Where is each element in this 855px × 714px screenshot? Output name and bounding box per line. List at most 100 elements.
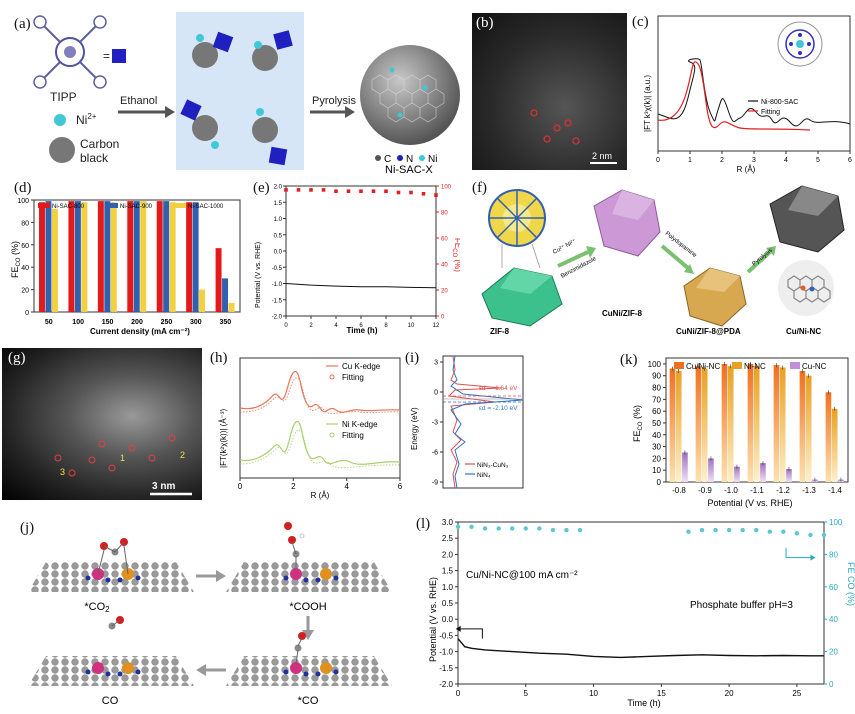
d-bar bbox=[215, 248, 222, 312]
e-ytick-left: 0.5 bbox=[274, 233, 283, 239]
svg-text:Cu/Ni-NC: Cu/Ni-NC bbox=[786, 327, 821, 336]
d-ytick-label: 80 bbox=[21, 220, 29, 227]
k-bar bbox=[701, 368, 708, 482]
panel-label-c: (c) bbox=[632, 14, 649, 30]
svg-text:N: N bbox=[406, 154, 413, 165]
ni-ion-icon bbox=[54, 114, 66, 126]
i-yticks: 3 0 -3 -6 -9 bbox=[432, 360, 443, 487]
e-ytick-left: -0.5 bbox=[272, 266, 283, 272]
svg-text:εd = -2.10 eV: εd = -2.10 eV bbox=[479, 405, 518, 412]
e-xtick: 6 bbox=[359, 323, 363, 329]
e-fe-point bbox=[309, 188, 313, 192]
c-xlabel: R (Å) bbox=[737, 165, 756, 174]
ni-n4-structure-inset bbox=[777, 21, 823, 67]
panel-label-k: (k) bbox=[620, 352, 638, 368]
l-fe-point bbox=[510, 526, 515, 531]
e-ytick-right: 40 bbox=[441, 263, 448, 269]
d-bar-chart: FECO (%) Current density (mA cm⁻²) 0 20 40… bbox=[10, 198, 241, 336]
ni-sac-x-label: Ni-SAC-X bbox=[385, 164, 433, 175]
k-ytick-label: 10 bbox=[652, 466, 661, 475]
svg-text:NiN₄: NiN₄ bbox=[477, 472, 491, 479]
d-bar bbox=[127, 201, 134, 312]
l-ytick-right: 100 bbox=[829, 518, 843, 527]
d-bar bbox=[74, 201, 81, 312]
e-ytick-right: 0 bbox=[441, 315, 445, 321]
k-ytick-label: 50 bbox=[652, 419, 661, 428]
svg-text:1: 1 bbox=[120, 453, 125, 463]
d-ytick-label: 100 bbox=[17, 198, 29, 205]
svg-text:2: 2 bbox=[180, 450, 185, 460]
k-bar-chart: FECO (%) Potential (V vs. RHE) 0 10 20 30 40… bbox=[632, 357, 849, 508]
l-buffer-note: Phosphate buffer pH=3 bbox=[690, 600, 793, 611]
e-stability-chart: Potential (V vs. RHE) FECO (%) Time (h) … bbox=[255, 185, 462, 336]
k-xtick-label: -1.2 bbox=[776, 486, 790, 495]
panel-d: (d) FECO (%) Current density (mA cm⁻²) 0… bbox=[0, 178, 250, 336]
k-legend-label: Cu/Ni-NC bbox=[686, 362, 720, 371]
e-xtick: 12 bbox=[433, 323, 440, 329]
mixture-particles bbox=[180, 30, 293, 166]
d-bar bbox=[45, 201, 52, 312]
k-ylabel: FECO (%) bbox=[632, 405, 644, 442]
l-xtick: 25 bbox=[792, 689, 801, 698]
l-ytick-left: 1.5 bbox=[442, 567, 454, 576]
l-fe-point bbox=[821, 532, 827, 538]
panel-h: (h) |FT(k²χ(k))| (Å⁻³) 0 2 4 6 R (Å) Cu K-e… bbox=[210, 350, 403, 500]
i-dos-nin4 bbox=[450, 355, 524, 489]
e-ytick-left: 0.0 bbox=[274, 250, 283, 256]
l-ytick-left: 3.0 bbox=[442, 518, 454, 527]
l-xtick: 20 bbox=[725, 689, 734, 698]
e-fe-point bbox=[396, 190, 401, 195]
k-bar bbox=[753, 366, 760, 482]
tipp-molecule bbox=[33, 15, 107, 89]
l-fe-point bbox=[537, 526, 542, 531]
panel-label-a: (a) bbox=[14, 16, 31, 32]
k-xtick-label: -1.0 bbox=[724, 486, 738, 495]
l-fe-point bbox=[740, 527, 745, 533]
k-bar bbox=[799, 370, 806, 482]
panel-j: (j) *CO2 *COOH bbox=[0, 514, 400, 709]
carbon-black-icon bbox=[49, 137, 75, 163]
sheet-co2 bbox=[28, 538, 194, 592]
d-xtick-label: 100 bbox=[72, 319, 84, 326]
k-legend-swatch bbox=[674, 362, 684, 369]
e-ylabel-left: Potential (V vs. RHE) bbox=[255, 242, 262, 308]
d-bar bbox=[140, 201, 147, 312]
state-cooh-label: *COOH bbox=[289, 601, 326, 613]
e-xtick: 4 bbox=[334, 323, 338, 329]
l-xlabel: Time (h) bbox=[627, 698, 660, 708]
panel-f: (f) ZIF-8 Cu²⁺ Ni²⁺ Benzimidazole CuNi/Z… bbox=[462, 176, 855, 338]
c-xtick-label: 1 bbox=[688, 157, 692, 164]
plot-frame bbox=[657, 15, 851, 152]
panel-l: (l) Potential (V vs. RHE) FE CO (%) Time… bbox=[410, 512, 855, 709]
k-xtick-label: -0.9 bbox=[698, 486, 712, 495]
arrow-icon bbox=[165, 106, 175, 118]
i-ylabel: Energy (eV) bbox=[410, 407, 419, 450]
k-bar bbox=[786, 469, 792, 482]
d-bar bbox=[97, 201, 104, 312]
l-ytick-right: 80 bbox=[829, 550, 838, 559]
panel-e: (e) Potential (V vs. RHE) FECO (%) Time … bbox=[250, 178, 462, 336]
e-fe-point bbox=[284, 188, 288, 192]
svg-text:CuNi/ZIF-8: CuNi/ZIF-8 bbox=[602, 309, 643, 318]
h-cu-curve bbox=[239, 371, 401, 413]
c-fit-curve bbox=[657, 61, 811, 131]
svg-text:3: 3 bbox=[60, 467, 65, 477]
c-exp-curve bbox=[657, 58, 851, 127]
c-xticks: 0 1 2 3 4 5 6 bbox=[656, 151, 852, 164]
panel-label-i: (i) bbox=[405, 350, 420, 366]
svg-text:εd = -1.64 eV: εd = -1.64 eV bbox=[479, 385, 518, 392]
d-bar bbox=[39, 202, 45, 312]
panel-label-e: (e) bbox=[253, 180, 270, 196]
l-ytick-right: 40 bbox=[829, 615, 838, 624]
h-ylabel: |FT(k²χ(k))| (Å⁻³) bbox=[219, 408, 228, 468]
sheet-cooh bbox=[226, 522, 392, 592]
panel-b-stem-image: (b) 2 nm bbox=[472, 13, 627, 170]
k-legend-swatch bbox=[790, 362, 800, 369]
e-fe-point bbox=[434, 193, 438, 197]
state-co2-label: *CO2 bbox=[84, 601, 110, 614]
l-fe-point bbox=[781, 529, 786, 534]
e-fe-point bbox=[321, 188, 326, 192]
d-ytick-label: 40 bbox=[21, 265, 29, 272]
svg-text:Polydopamine: Polydopamine bbox=[664, 231, 698, 260]
l-xtick: 5 bbox=[524, 689, 529, 698]
